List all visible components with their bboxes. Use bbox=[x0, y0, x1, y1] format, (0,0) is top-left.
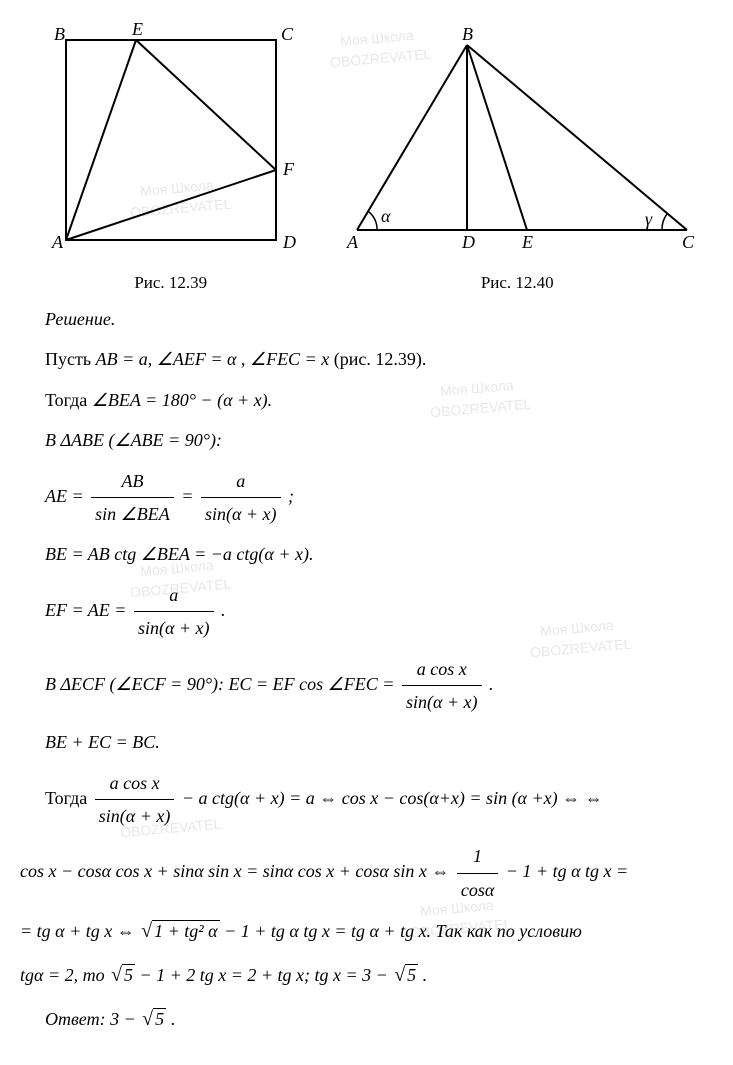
line-be: BE = AB ctg ∠BEA = −a ctg(α + x). bbox=[45, 538, 713, 570]
label-B2: B bbox=[462, 24, 473, 44]
line-3: В ΔABE (∠ABE = 90°): bbox=[45, 424, 713, 456]
end: . bbox=[423, 965, 428, 985]
pre: tgα = 2, то bbox=[20, 965, 109, 985]
num: a cos x bbox=[95, 767, 175, 800]
text: cos x − cosα cos x + sinα sin x = sinα c… bbox=[20, 861, 454, 881]
end: . bbox=[489, 674, 494, 694]
num: a bbox=[201, 465, 281, 498]
figure-1-svg: B E C F D A bbox=[36, 20, 306, 260]
figure-1: B E C F D A Рис. 12.39 bbox=[36, 20, 306, 293]
line-long3: tgα = 2, то 5 − 1 + 2 tg x = 2 + tg x; t… bbox=[20, 958, 713, 994]
den: sin(α + x) bbox=[95, 800, 175, 832]
den: cosα bbox=[457, 874, 498, 906]
sqrt: 5 bbox=[405, 964, 418, 985]
label-alpha: α bbox=[381, 206, 391, 226]
pre: = tg α + tg x ⇔ bbox=[20, 921, 139, 941]
lhs: AE = bbox=[45, 486, 88, 506]
line-long2: = tg α + tg x ⇔ 1 + tg² α − 1 + tg α tg … bbox=[20, 914, 713, 950]
answer-label: Ответ: bbox=[45, 1009, 106, 1029]
lhs: EF = AE = bbox=[45, 600, 131, 620]
eq: ∠BEA = 180° − (α + x). bbox=[92, 390, 272, 410]
line-ecf: В ΔECF (∠ECF = 90°): EC = EF cos ∠FEC = … bbox=[45, 653, 713, 719]
line-2: Тогда ∠BEA = 180° − (α + x). bbox=[45, 384, 713, 416]
eq: AB = a, ∠AEF = α , ∠FEC = x bbox=[96, 349, 330, 369]
line-long1: cos x − cosα cos x + sinα sin x = sinα c… bbox=[20, 840, 713, 906]
mid: − 1 + 2 tg x = 2 + tg x; tg x = 3 − bbox=[139, 965, 392, 985]
num: AB bbox=[91, 465, 174, 498]
line-bebc: BE + EC = BC. bbox=[45, 726, 713, 758]
end: − 1 + tg α tg x = bbox=[506, 861, 628, 881]
den: sin(α + x) bbox=[201, 498, 281, 530]
eq: = bbox=[181, 486, 198, 506]
den: sin ∠BEA bbox=[91, 498, 174, 530]
end: ; bbox=[288, 486, 294, 506]
label-A2: A bbox=[346, 232, 359, 252]
sqrt: 5 bbox=[153, 1008, 166, 1029]
den: sin(α + x) bbox=[134, 612, 214, 644]
label-E: E bbox=[131, 20, 143, 39]
mid: − a ctg(α + x) = a ⇔ cos x − cos(α+x) = … bbox=[182, 788, 603, 808]
end: . bbox=[221, 600, 226, 620]
pre: В ΔECF (∠ECF = 90°): EC = EF cos ∠FEC = bbox=[45, 674, 399, 694]
pre: Тогда bbox=[45, 788, 92, 808]
solution-heading: Решение. bbox=[45, 303, 713, 335]
label-D2: D bbox=[461, 232, 475, 252]
label-C: C bbox=[281, 24, 294, 44]
text: (рис. 12.39). bbox=[334, 349, 427, 369]
figures-row: B E C F D A Рис. 12.39 B A D E C α γ Рис… bbox=[20, 20, 713, 293]
solution-block: Решение. Пусть AB = a, ∠AEF = α , ∠FEC =… bbox=[20, 303, 713, 1037]
label-gamma: γ bbox=[645, 209, 653, 229]
line-then: Тогда a cos x sin(α + x) − a ctg(α + x) … bbox=[45, 767, 713, 833]
num: a cos x bbox=[402, 653, 482, 686]
label-C2: C bbox=[682, 232, 695, 252]
label-A: A bbox=[51, 232, 64, 252]
line-ef: EF = AE = a sin(α + x) . bbox=[45, 579, 713, 645]
sqrt: 1 + tg² α bbox=[152, 920, 220, 941]
figure-2-caption: Рис. 12.40 bbox=[337, 273, 697, 293]
label-E2: E bbox=[521, 232, 533, 252]
figure-1-caption: Рис. 12.39 bbox=[36, 273, 306, 293]
num: 1 bbox=[457, 840, 498, 873]
text: Тогда bbox=[45, 390, 92, 410]
num: a bbox=[134, 579, 214, 612]
figure-2-svg: B A D E C α γ bbox=[337, 20, 697, 260]
line-1: Пусть AB = a, ∠AEF = α , ∠FEC = x (рис. … bbox=[45, 343, 713, 375]
post: − 1 + tg α tg x = tg α + tg x. Так как п… bbox=[224, 921, 582, 941]
text: Пусть bbox=[45, 349, 96, 369]
label-F: F bbox=[282, 159, 295, 179]
sqrt: 5 bbox=[122, 964, 135, 985]
pre: 3 − bbox=[110, 1009, 140, 1029]
end: . bbox=[171, 1009, 176, 1029]
figure-2: B A D E C α γ Рис. 12.40 bbox=[337, 20, 697, 293]
label-D: D bbox=[282, 232, 296, 252]
den: sin(α + x) bbox=[402, 686, 482, 718]
line-ae: AE = AB sin ∠BEA = a sin(α + x) ; bbox=[45, 465, 713, 531]
label-B: B bbox=[54, 24, 65, 44]
